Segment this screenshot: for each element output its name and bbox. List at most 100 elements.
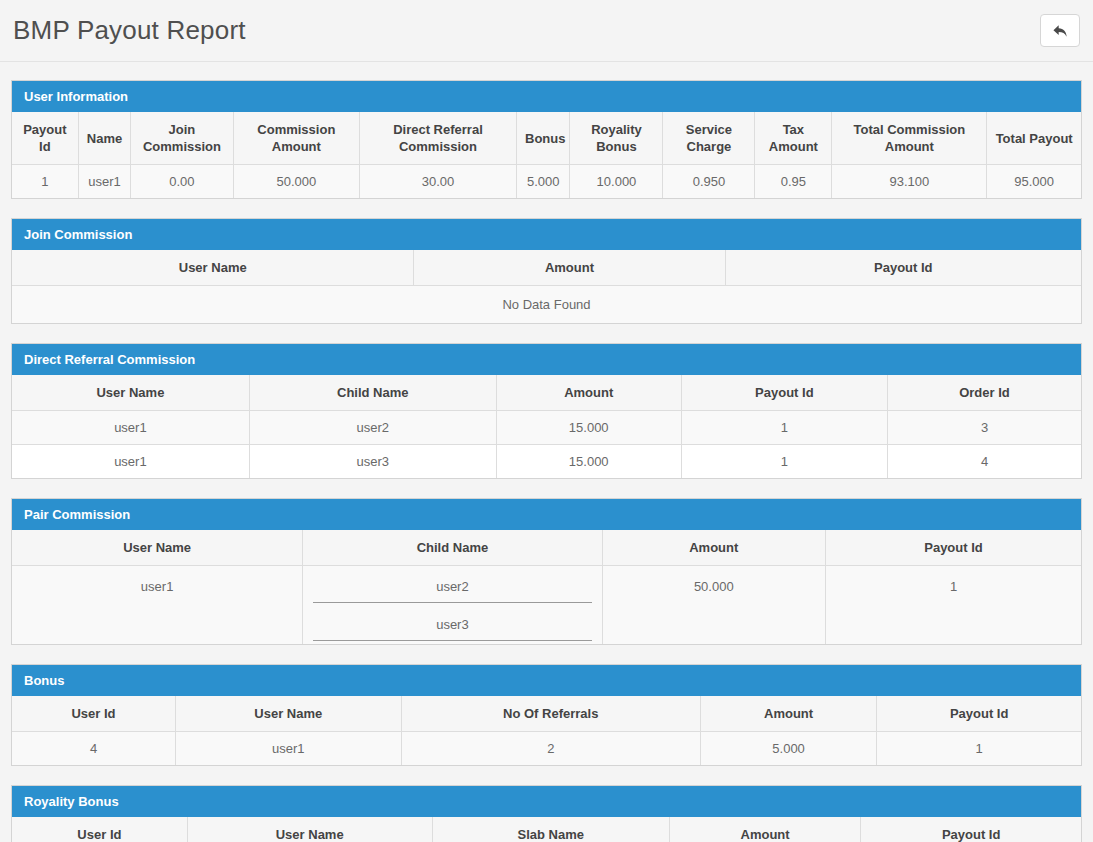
column-header: Bonus [517, 112, 570, 165]
header-bar: BMP Payout Report [0, 0, 1093, 62]
column-header: Payout Id [12, 112, 78, 165]
royality-bonus-table: User Id User Name Slab Name Amount Payou… [12, 817, 1081, 842]
cell-user-name: user1 [12, 566, 303, 645]
royality-bonus-header-row: User Id User Name Slab Name Amount Payou… [12, 817, 1081, 842]
column-header: User Name [12, 375, 249, 411]
column-header: Total Payout [987, 112, 1081, 165]
cell-payout-id: 1 [681, 445, 887, 479]
column-header: Payout Id [825, 530, 1081, 566]
column-header: Commission Amount [233, 112, 359, 165]
table-row: No Data Found [12, 286, 1081, 324]
join-commission-header-row: User Name Amount Payout Id [12, 250, 1081, 286]
cell-bonus: 5.000 [517, 165, 570, 199]
table-row: 4 user1 2 5.000 1 [12, 732, 1081, 766]
column-header: Child Name [303, 530, 602, 566]
column-header: Amount [669, 817, 860, 842]
cell-amount: 15.000 [496, 411, 681, 445]
panel-title-royality-bonus: Royality Bonus [12, 786, 1081, 817]
panel-title-direct-referral-commission: Direct Referral Commission [12, 344, 1081, 375]
direct-referral-header-row: User Name Child Name Amount Payout Id Or… [12, 375, 1081, 411]
cell-child-name: user2 [249, 411, 496, 445]
column-header: Direct Referral Commission [359, 112, 516, 165]
panel-title-user-information: User Information [12, 81, 1081, 112]
pair-commission-header-row: User Name Child Name Amount Payout Id [12, 530, 1081, 566]
user-information-table: Payout Id Name Join Commission Commissio… [12, 112, 1081, 198]
pair-commission-table: User Name Child Name Amount Payout Id us… [12, 530, 1081, 644]
column-header: Amount [496, 375, 681, 411]
cell-total-payout: 95.000 [987, 165, 1081, 199]
cell-direct-referral-commission: 30.00 [359, 165, 516, 199]
panel-title-bonus: Bonus [12, 665, 1081, 696]
table-row: 1 user1 0.00 50.000 30.00 5.000 10.000 0… [12, 165, 1081, 199]
panel-join-commission: Join Commission User Name Amount Payout … [11, 218, 1082, 324]
reply-arrow-icon [1052, 24, 1068, 38]
cell-user-name: user1 [12, 445, 249, 479]
cell-payout-id: 1 [12, 165, 78, 199]
column-header: Payout Id [725, 250, 1081, 286]
column-header: Child Name [249, 375, 496, 411]
cell-name: user1 [78, 165, 130, 199]
table-row: user1 user2 15.000 1 3 [12, 411, 1081, 445]
cell-child-names: user2 user3 [303, 566, 602, 645]
cell-amount: 50.000 [602, 566, 825, 645]
panel-title-pair-commission: Pair Commission [12, 499, 1081, 530]
cell-payout-id: 1 [681, 411, 887, 445]
cell-child-name: user3 [249, 445, 496, 479]
column-header: Total Commission Amount [832, 112, 987, 165]
column-header: Join Commission [131, 112, 234, 165]
column-header: User Name [12, 530, 303, 566]
cell-order-id: 4 [887, 445, 1081, 479]
cell-user-name: user1 [12, 411, 249, 445]
cell-user-id: 4 [12, 732, 176, 766]
cell-order-id: 3 [887, 411, 1081, 445]
column-header: User Name [176, 696, 402, 732]
panel-user-information: User Information Payout Id Name Join Com… [11, 80, 1082, 199]
cell-payout-id: 1 [825, 566, 1081, 645]
no-data-message: No Data Found [12, 286, 1081, 324]
table-row: user1 user2 user3 50.000 1 [12, 566, 1081, 645]
join-commission-table: User Name Amount Payout Id No Data Found [12, 250, 1081, 323]
back-button[interactable] [1040, 14, 1080, 47]
user-information-header-row: Payout Id Name Join Commission Commissio… [12, 112, 1081, 165]
direct-referral-commission-table: User Name Child Name Amount Payout Id Or… [12, 375, 1081, 478]
cell-no-of-referrals: 2 [401, 732, 700, 766]
cell-total-commission-amount: 93.100 [832, 165, 987, 199]
child-name-item: user3 [313, 603, 591, 641]
panel-royality-bonus: Royality Bonus User Id User Name Slab Na… [11, 785, 1082, 842]
bonus-header-row: User Id User Name No Of Referrals Amount… [12, 696, 1081, 732]
column-header: Slab Name [432, 817, 669, 842]
column-header: Amount [700, 696, 876, 732]
column-header: Amount [602, 530, 825, 566]
column-header: Payout Id [681, 375, 887, 411]
child-name-item: user2 [313, 566, 591, 603]
cell-royality-bonus: 10.000 [570, 165, 663, 199]
column-header: Amount [414, 250, 725, 286]
cell-commission-amount: 50.000 [233, 165, 359, 199]
column-header: Payout Id [861, 817, 1081, 842]
column-header: User Name [12, 250, 414, 286]
cell-user-name: user1 [176, 732, 402, 766]
page-title: BMP Payout Report [13, 15, 246, 46]
cell-amount: 15.000 [496, 445, 681, 479]
column-header: User Name [187, 817, 432, 842]
column-header: User Id [12, 817, 187, 842]
table-row: user1 user3 15.000 1 4 [12, 445, 1081, 479]
column-header: No Of Referrals [401, 696, 700, 732]
column-header: Tax Amount [755, 112, 832, 165]
panel-title-join-commission: Join Commission [12, 219, 1081, 250]
report-content: User Information Payout Id Name Join Com… [0, 62, 1093, 842]
bonus-table: User Id User Name No Of Referrals Amount… [12, 696, 1081, 765]
panel-direct-referral-commission: Direct Referral Commission User Name Chi… [11, 343, 1082, 479]
cell-service-charge: 0.950 [663, 165, 755, 199]
column-header: Service Charge [663, 112, 755, 165]
column-header: Payout Id [877, 696, 1081, 732]
column-header: User Id [12, 696, 176, 732]
column-header: Name [78, 112, 130, 165]
panel-pair-commission: Pair Commission User Name Child Name Amo… [11, 498, 1082, 645]
cell-join-commission: 0.00 [131, 165, 234, 199]
column-header: Royality Bonus [570, 112, 663, 165]
column-header: Order Id [887, 375, 1081, 411]
panel-bonus: Bonus User Id User Name No Of Referrals … [11, 664, 1082, 766]
cell-tax-amount: 0.95 [755, 165, 832, 199]
cell-amount: 5.000 [700, 732, 876, 766]
